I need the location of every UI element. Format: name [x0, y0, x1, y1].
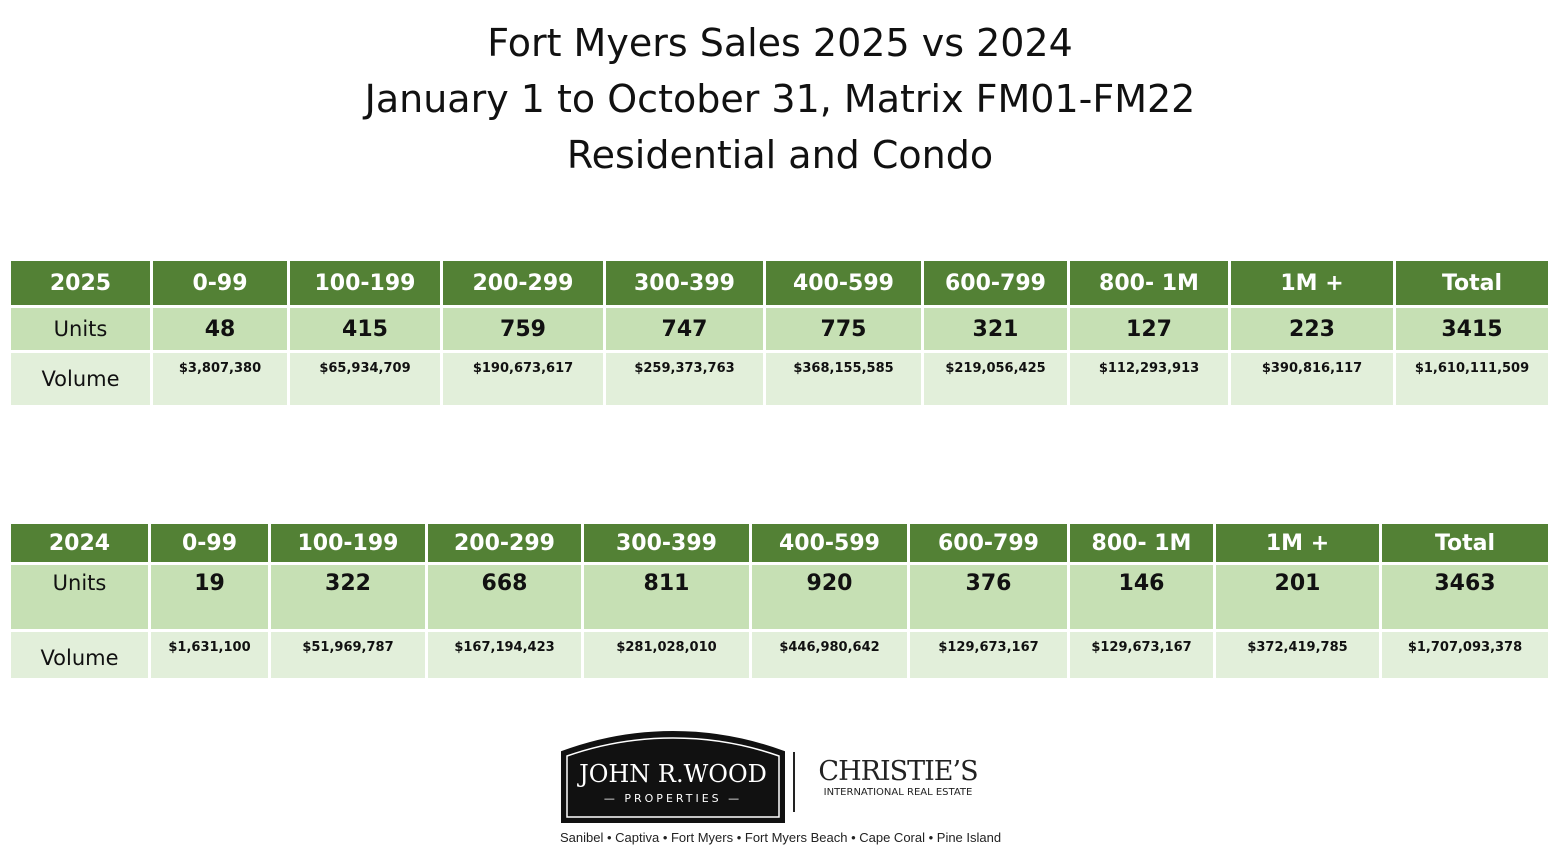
units-cell: 668: [425, 562, 584, 632]
sales-table-2024: 2024 0-99 100-199 200-299 300-399 400-59…: [8, 521, 1551, 681]
column-header-total: Total: [1379, 521, 1551, 565]
volume-cell: $446,980,642: [749, 629, 910, 681]
column-header: 400-599: [749, 521, 910, 565]
column-header: 600-799: [921, 258, 1070, 308]
logo-divider: [793, 752, 795, 812]
units-cell: 759: [440, 305, 606, 353]
volume-cell: $368,155,585: [763, 350, 924, 408]
table-row-volume: Volume $1,631,100 $51,969,787 $167,194,4…: [8, 629, 1551, 681]
volume-cell-total: $1,610,111,509: [1393, 350, 1551, 408]
units-cell: 920: [749, 562, 910, 632]
units-cell: 415: [287, 305, 443, 353]
units-cell: 747: [603, 305, 766, 353]
year-header: 2024: [8, 521, 151, 565]
row-label-volume: Volume: [8, 350, 153, 408]
row-label-units: Units: [8, 562, 151, 632]
volume-cell: $3,807,380: [150, 350, 290, 408]
volume-cell: $65,934,709: [287, 350, 443, 408]
table-row-units: Units 48 415 759 747 775 321 127 223 341…: [8, 305, 1551, 353]
units-cell: 322: [268, 562, 428, 632]
volume-cell: $1,631,100: [148, 629, 271, 681]
volume-cell: $281,028,010: [581, 629, 752, 681]
table-row-units: Units 19 322 668 811 920 376 146 201 346…: [8, 562, 1551, 632]
table-row-volume: Volume $3,807,380 $65,934,709 $190,673,6…: [8, 350, 1551, 408]
column-header: 100-199: [268, 521, 428, 565]
column-header: 300-399: [581, 521, 752, 565]
column-header: 100-199: [287, 258, 443, 308]
volume-cell: $112,293,913: [1067, 350, 1231, 408]
column-header: 200-299: [425, 521, 584, 565]
column-header: 400-599: [763, 258, 924, 308]
units-cell: 376: [907, 562, 1070, 632]
units-cell: 48: [150, 305, 290, 353]
table-header-row: 2024 0-99 100-199 200-299 300-399 400-59…: [8, 521, 1551, 565]
table-header-row: 2025 0-99 100-199 200-299 300-399 400-59…: [8, 258, 1551, 308]
units-cell-total: 3463: [1379, 562, 1551, 632]
units-cell: 223: [1228, 305, 1396, 353]
christies-name: CHRISTIE’S: [818, 756, 978, 787]
volume-cell: $167,194,423: [425, 629, 584, 681]
locations-tagline: Sanibel • Captiva • Fort Myers • Fort My…: [560, 830, 1002, 845]
column-header: 200-299: [440, 258, 606, 308]
volume-cell: $390,816,117: [1228, 350, 1396, 408]
volume-cell: $219,056,425: [921, 350, 1070, 408]
column-header: 0-99: [150, 258, 290, 308]
units-cell: 775: [763, 305, 924, 353]
column-header: 800- 1M: [1067, 258, 1231, 308]
volume-cell: $51,969,787: [268, 629, 428, 681]
column-header: 300-399: [603, 258, 766, 308]
column-header-total: Total: [1393, 258, 1551, 308]
units-cell: 146: [1067, 562, 1216, 632]
units-cell-total: 3415: [1393, 305, 1551, 353]
units-cell: 201: [1213, 562, 1382, 632]
sales-table-2025: 2025 0-99 100-199 200-299 300-399 400-59…: [8, 258, 1551, 408]
brokerage-logo: JOHN R.WOOD — PROPERTIES — CHRISTIE’S IN…: [560, 730, 1002, 850]
volume-cell: $129,673,167: [1067, 629, 1216, 681]
units-cell: 127: [1067, 305, 1231, 353]
john-r-wood-name: JOHN R.WOOD: [579, 760, 767, 788]
year-header: 2025: [8, 258, 153, 308]
row-label-units: Units: [8, 305, 153, 353]
units-cell: 19: [148, 562, 271, 632]
christies-subtitle: INTERNATIONAL REAL ESTATE: [823, 787, 973, 798]
volume-cell: $372,419,785: [1213, 629, 1382, 681]
row-label-volume: Volume: [8, 629, 151, 681]
column-header: 0-99: [148, 521, 271, 565]
column-header: 1M +: [1213, 521, 1382, 565]
volume-cell: $259,373,763: [603, 350, 766, 408]
column-header: 600-799: [907, 521, 1070, 565]
properties-label: — PROPERTIES —: [603, 792, 743, 805]
title-line-1: Fort Myers Sales 2025 vs 2024: [487, 21, 1073, 65]
volume-cell: $190,673,617: [440, 350, 606, 408]
column-header: 800- 1M: [1067, 521, 1216, 565]
column-header: 1M +: [1228, 258, 1396, 308]
volume-cell-total: $1,707,093,378: [1379, 629, 1551, 681]
title-line-2: January 1 to October 31, Matrix FM01-FM2…: [364, 77, 1196, 121]
title-line-3: Residential and Condo: [566, 133, 994, 177]
volume-cell: $129,673,167: [907, 629, 1070, 681]
john-r-wood-badge: [561, 730, 785, 823]
units-cell: 321: [921, 305, 1070, 353]
units-cell: 811: [581, 562, 752, 632]
